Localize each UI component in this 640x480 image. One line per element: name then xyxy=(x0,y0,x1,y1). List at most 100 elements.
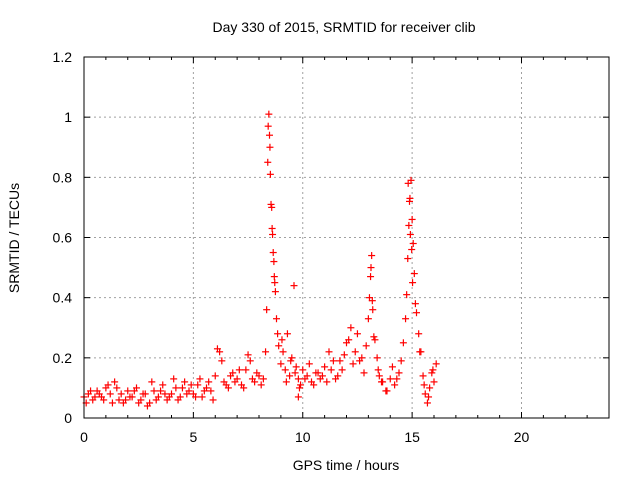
data-point xyxy=(282,378,290,386)
data-point xyxy=(124,387,132,395)
y-axis-label: SRMTID / TECUs xyxy=(6,183,22,293)
gridlines xyxy=(84,57,609,418)
data-point xyxy=(172,384,180,392)
data-point xyxy=(349,360,357,368)
data-point xyxy=(406,197,413,205)
data-point xyxy=(299,366,307,374)
data-point xyxy=(286,372,294,380)
data-point xyxy=(108,399,116,407)
data-point xyxy=(159,381,167,389)
data-point xyxy=(104,381,112,389)
data-point xyxy=(420,381,428,389)
plot-frame xyxy=(83,56,610,419)
data-point xyxy=(198,393,206,401)
data-point xyxy=(408,246,416,254)
data-point xyxy=(310,381,318,389)
data-point xyxy=(353,330,361,338)
data-point xyxy=(379,378,387,386)
data-point xyxy=(375,372,383,380)
data-point xyxy=(178,384,186,392)
data-point xyxy=(235,366,243,374)
data-point xyxy=(240,384,248,392)
data-point xyxy=(152,396,160,404)
y-tick-label: 1.2 xyxy=(53,49,73,65)
data-point xyxy=(301,375,309,383)
data-point xyxy=(410,270,418,278)
x-axis-tick-labels: 0 5 10 15 20 xyxy=(80,429,529,445)
data-point xyxy=(360,369,368,377)
data-point xyxy=(150,387,158,395)
data-point xyxy=(181,378,189,386)
data-point xyxy=(368,297,376,305)
data-point xyxy=(287,357,295,365)
data-point xyxy=(278,336,286,344)
data-point xyxy=(271,279,279,287)
data-point xyxy=(329,357,337,365)
data-point xyxy=(264,158,272,166)
data-point xyxy=(196,375,204,383)
data-point xyxy=(413,309,420,317)
data-point xyxy=(371,336,379,344)
data-point xyxy=(242,366,250,374)
data-point xyxy=(290,282,298,290)
data-point xyxy=(406,230,414,238)
data-point xyxy=(327,366,335,374)
data-point xyxy=(266,143,274,151)
x-tick-label: 5 xyxy=(189,429,197,445)
data-point xyxy=(314,369,322,377)
data-point xyxy=(367,264,375,272)
y-tick-label: 0 xyxy=(64,410,72,426)
data-point xyxy=(383,387,391,395)
data-point xyxy=(253,369,261,377)
data-point xyxy=(205,378,213,386)
x-tick-label: 0 xyxy=(80,429,88,445)
data-point xyxy=(106,390,114,398)
data-point xyxy=(388,363,396,371)
data-point xyxy=(187,381,195,389)
data-point xyxy=(338,366,346,374)
data-point xyxy=(423,399,431,407)
data-point xyxy=(211,372,219,380)
y-tick-label: 0.6 xyxy=(53,230,73,246)
data-point xyxy=(87,387,95,395)
data-point xyxy=(266,170,274,178)
data-point xyxy=(408,215,416,223)
data-point xyxy=(192,393,200,401)
data-point xyxy=(122,396,130,404)
data-point xyxy=(425,393,433,401)
data-point xyxy=(402,315,410,323)
data-point xyxy=(115,396,123,404)
data-point xyxy=(148,378,156,386)
data-point xyxy=(100,396,108,404)
data-point xyxy=(111,378,119,386)
y-axis-tick-labels: 0 0.2 0.4 0.6 0.8 1 1.2 xyxy=(53,49,73,426)
data-point xyxy=(351,348,359,356)
data-point xyxy=(263,306,271,314)
data-point xyxy=(369,306,377,314)
data-point xyxy=(393,375,401,383)
data-point xyxy=(403,291,411,299)
y-tick-label: 1 xyxy=(64,109,72,125)
data-point xyxy=(222,381,230,389)
data-point xyxy=(364,315,372,323)
data-point xyxy=(244,351,252,359)
data-point xyxy=(259,375,267,383)
data-point xyxy=(274,330,282,338)
data-point xyxy=(135,399,143,407)
data-point xyxy=(391,381,399,389)
y-tick-label: 0.4 xyxy=(53,290,73,306)
data-point xyxy=(268,203,276,211)
data-point xyxy=(161,390,169,398)
data-point xyxy=(358,354,366,362)
data-point xyxy=(267,200,275,208)
data-point xyxy=(318,372,326,380)
data-point xyxy=(294,393,302,401)
data-point xyxy=(294,375,302,383)
data-point xyxy=(409,279,417,287)
data-point xyxy=(213,345,221,353)
data-point xyxy=(200,387,208,395)
data-point xyxy=(279,348,287,356)
data-point xyxy=(269,249,277,257)
data-point xyxy=(288,354,296,362)
